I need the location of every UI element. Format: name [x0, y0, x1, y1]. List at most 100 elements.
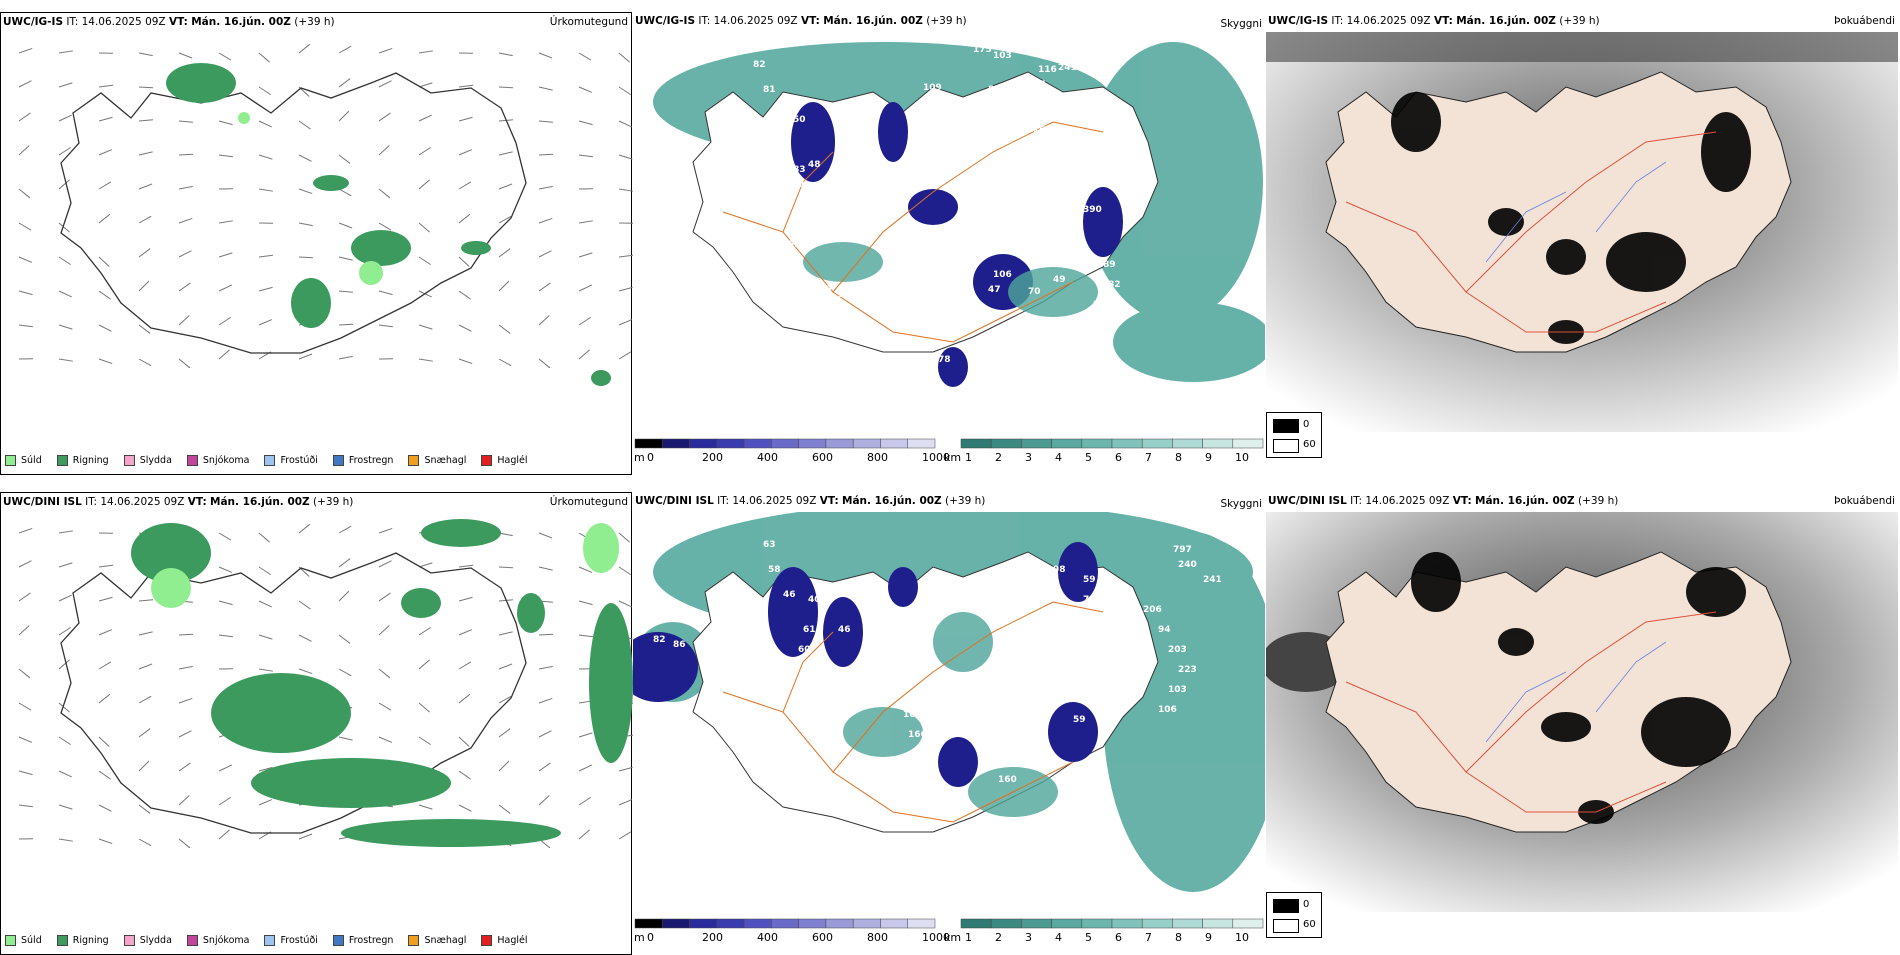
- visibility-tick: 5: [1085, 451, 1092, 464]
- wind-barb: [219, 285, 232, 291]
- wind-barb: [459, 214, 470, 223]
- visibility-label: 110: [883, 675, 902, 685]
- wind-barb: [259, 669, 273, 671]
- wind-barb: [139, 359, 151, 366]
- wind-barb: [579, 121, 593, 125]
- wind-barb: [419, 563, 432, 567]
- height-unit: m: [634, 931, 645, 944]
- height-tick: 600: [812, 931, 833, 944]
- visibility-label: 40: [808, 595, 821, 605]
- wind-barb: [19, 257, 32, 262]
- wind-barb: [459, 359, 472, 364]
- wind-barb: [299, 189, 312, 194]
- visibility-label: 98: [1083, 695, 1096, 705]
- visibility-label: 62: [938, 395, 951, 405]
- panel-title: UWC/IG-IS IT: 14.06.2025 09Z VT: Mán. 16…: [3, 16, 335, 28]
- wind-barb: [259, 189, 273, 191]
- wind-barb: [539, 251, 551, 257]
- visibility-label: 229: [1093, 145, 1112, 155]
- visibility-swatch: [961, 919, 991, 928]
- wind-barb: [99, 257, 109, 267]
- visibility-swatch: [1172, 439, 1202, 448]
- wind-barb: [99, 565, 113, 567]
- height-swatch: [853, 919, 880, 928]
- wind-barb: [339, 559, 350, 567]
- wind-barb: [59, 115, 72, 121]
- visibility-label: 99: [1093, 300, 1106, 310]
- visibility-label: 797: [1173, 545, 1192, 555]
- wind-barb: [299, 223, 313, 226]
- wind-barb: [219, 765, 232, 771]
- height-tick: 0: [647, 931, 654, 944]
- wind-barb: [419, 83, 432, 87]
- wind-barb: [379, 703, 391, 710]
- wind-barb: [139, 600, 153, 601]
- legend-item: Snæhagl: [408, 935, 466, 946]
- legend-item: Rigning: [57, 455, 109, 466]
- wind-barb: [539, 53, 552, 58]
- wind-barb: [99, 325, 111, 331]
- wind-barb: [19, 771, 33, 775]
- panel-visibility-ig: UWC/IG-IS IT: 14.06.2025 09Z VT: Mán. 16…: [633, 12, 1265, 475]
- legend-swatch: [333, 935, 344, 946]
- wind-barb: [99, 150, 112, 155]
- wind-barb: [259, 320, 272, 325]
- wind-barb: [419, 703, 430, 712]
- wind-barb: [299, 121, 310, 129]
- wind-barb: [139, 249, 150, 257]
- visibility-swatch: [1082, 919, 1112, 928]
- panel-precip-type-ig: UWC/IG-IS IT: 14.06.2025 09Z VT: Mán. 16…: [0, 12, 632, 475]
- wind-barb: [339, 257, 353, 260]
- legend-item: Súld: [5, 935, 42, 946]
- visibility-tick: 9: [1205, 931, 1212, 944]
- wind-barb: [59, 563, 72, 567]
- visibility-swatch: [991, 919, 1021, 928]
- visibility-tick: 1: [965, 931, 972, 944]
- wind-barb: [59, 737, 71, 745]
- wind-barb: [99, 597, 113, 601]
- legend-swatch: [264, 935, 275, 946]
- wind-barb: [339, 526, 351, 533]
- wind-barb: [339, 737, 353, 740]
- height-tick: 0: [647, 451, 654, 464]
- legend-label: Súld: [21, 935, 42, 946]
- legend-item: Súld: [5, 455, 42, 466]
- wind-barb: [219, 567, 232, 572]
- wind-barb: [179, 698, 192, 703]
- precip-type-map: [1, 33, 633, 433]
- wind-barb: [379, 593, 390, 601]
- visibility-swatch: [1233, 919, 1263, 928]
- wind-barb: [139, 632, 153, 635]
- legend-item: Snjókoma: [187, 455, 250, 466]
- wind-barb: [259, 601, 272, 607]
- legend-label: Frostregn: [349, 935, 394, 946]
- legend-swatch: [333, 455, 344, 466]
- wind-barb: [339, 111, 349, 121]
- legend-swatch: [408, 455, 419, 466]
- legend-label: Slydda: [140, 935, 172, 946]
- wind-barb: [579, 253, 592, 257]
- visibility-label: 62: [863, 595, 876, 605]
- wind-barb: [539, 795, 549, 805]
- visibility-swatch: [1142, 919, 1172, 928]
- wind-barb: [539, 533, 552, 538]
- visibility-label: 72: [821, 220, 834, 230]
- visibility-label: 203: [1168, 645, 1187, 655]
- visibility-label: 223: [1178, 665, 1197, 675]
- visibility-label: 58: [768, 565, 781, 575]
- wind-barb: [19, 561, 31, 567]
- height-swatch: [717, 919, 744, 928]
- wind-barb: [179, 763, 190, 771]
- visibility-label: 62: [938, 585, 951, 595]
- wind-barb: [219, 635, 233, 637]
- height-swatch: [826, 439, 853, 448]
- legend-label: Haglél: [497, 935, 527, 946]
- visibility-label: 60: [798, 645, 811, 655]
- panel-product-name: Þokuábendi: [1834, 15, 1895, 27]
- height-swatch: [799, 439, 826, 448]
- wind-barb: [499, 805, 510, 813]
- wind-barb: [459, 630, 472, 635]
- visibility-label: 241: [1058, 63, 1077, 73]
- wind-barb: [579, 635, 593, 637]
